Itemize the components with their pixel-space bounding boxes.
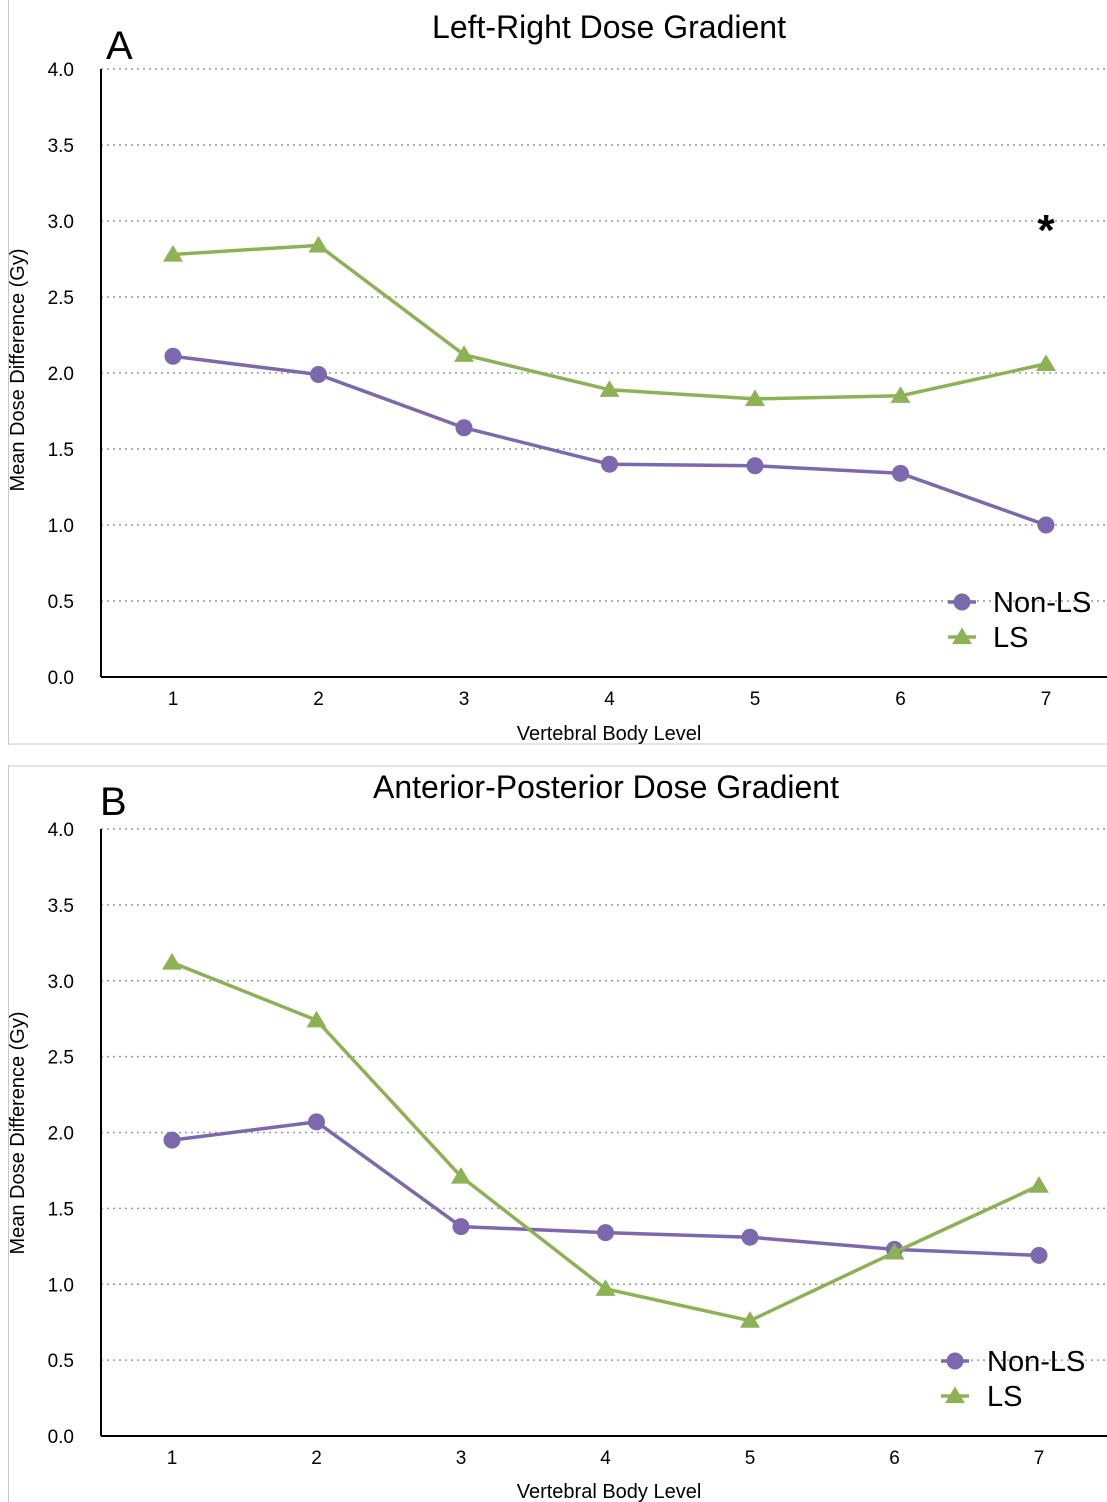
chart-b-svg: 0.0 0.5 1.0 1.5 2.0 2.5 3.0 3.5 4.0 1 2 3 4 5 6 7 Anteri… xyxy=(7,765,1107,1502)
data-point-ls-2 xyxy=(306,1010,327,1028)
y-tick-label: 1.5 xyxy=(48,440,74,461)
data-point-ls-6 xyxy=(890,386,911,403)
x-tick-label: 7 xyxy=(1034,1448,1045,1469)
legend-item-non-ls: Non-LS xyxy=(948,587,1091,619)
legend-item-ls: LS xyxy=(948,622,1028,654)
legend-label: Non-LS xyxy=(987,1346,1085,1378)
data-point-ls-5 xyxy=(745,389,765,406)
x-tick-label: 3 xyxy=(459,689,470,710)
y-axis-label: Mean Dose Difference (Gy) xyxy=(7,1011,29,1254)
y-tick-label: 2.0 xyxy=(48,364,74,385)
data-point-ls-1 xyxy=(163,244,183,262)
data-point-non-ls-5 xyxy=(741,1228,759,1246)
series-ls-line xyxy=(171,960,1040,1323)
panel-label: A xyxy=(106,24,133,68)
data-point-ls-5 xyxy=(740,1311,760,1328)
y-tick-label: 3.0 xyxy=(48,972,74,993)
y-tick-label: 1.5 xyxy=(48,1199,74,1220)
data-point-ls-1 xyxy=(162,953,182,970)
x-tick-label: 5 xyxy=(750,689,761,710)
data-point-non-ls-3 xyxy=(455,419,473,437)
legend-circle-marker xyxy=(953,593,971,611)
series-ls xyxy=(162,953,1049,1328)
series-ls-line xyxy=(172,243,1047,401)
y-tick-label: 1.0 xyxy=(48,1275,74,1296)
data-point-non-ls-3 xyxy=(452,1218,470,1236)
data-point-ls-3 xyxy=(451,1167,471,1184)
y-tick-label: 4.0 xyxy=(48,820,74,841)
data-point-non-ls-4 xyxy=(601,455,618,473)
y-tick-label: 4.0 xyxy=(48,60,74,81)
x-tick-label: 1 xyxy=(168,689,179,710)
y-tick-label: 3.5 xyxy=(48,136,74,157)
x-tick-label: 2 xyxy=(311,1448,322,1469)
y-axis-label: Mean Dose Difference (Gy) xyxy=(7,248,29,491)
data-point-non-ls-5 xyxy=(746,457,764,475)
y-tick-label: 0.0 xyxy=(48,1427,74,1448)
legend-triangle-marker xyxy=(952,627,972,645)
data-point-non-ls-6 xyxy=(892,464,909,482)
data-point-non-ls-2 xyxy=(308,1113,325,1131)
data-point-non-ls-4 xyxy=(597,1224,614,1242)
significance-annotation: * xyxy=(1037,206,1055,255)
y-tick-label: 3.0 xyxy=(48,212,74,233)
legend-item-non-ls: Non-LS xyxy=(941,1346,1085,1378)
y-tick-label: 0.0 xyxy=(48,668,74,689)
y-tick-label: 2.5 xyxy=(48,288,74,309)
x-tick-label: 1 xyxy=(167,1448,178,1469)
y-tick-label: 0.5 xyxy=(48,592,74,613)
x-tick-label: 6 xyxy=(895,689,906,710)
legend-circle-marker xyxy=(946,1352,964,1370)
data-point-ls-4 xyxy=(599,380,620,397)
series-ls xyxy=(163,235,1056,406)
legend-label: LS xyxy=(987,1381,1022,1413)
chart-title: Left-Right Dose Gradient xyxy=(432,9,786,45)
y-tick-label: 3.5 xyxy=(48,896,74,917)
data-point-ls-7 xyxy=(1036,354,1056,372)
data-point-ls-4 xyxy=(595,1279,616,1296)
data-point-ls-6 xyxy=(884,1242,905,1260)
chart-a-svg: 0.0 0.5 1.0 1.5 2.0 2.5 3.0 3.5 4.0 1 2 3 4 5 6 7 Left-R… xyxy=(7,0,1107,745)
legend-label: Non-LS xyxy=(993,587,1091,619)
data-point-non-ls-1 xyxy=(164,347,182,365)
x-tick-label: 4 xyxy=(604,689,615,710)
y-tick-label: 0.5 xyxy=(48,1351,74,1372)
x-tick-label: 2 xyxy=(313,689,324,710)
y-tick-label: 1.0 xyxy=(48,516,74,537)
data-point-non-ls-7 xyxy=(1030,1246,1048,1264)
chart-title: Anterior-Posterior Dose Gradient xyxy=(373,769,839,805)
x-tick-label: 4 xyxy=(600,1448,611,1469)
panel-label: B xyxy=(100,780,127,824)
data-point-ls-2 xyxy=(308,235,329,253)
data-point-non-ls-1 xyxy=(163,1131,181,1149)
data-point-non-ls-2 xyxy=(310,366,327,384)
y-tick-label: 2.5 xyxy=(48,1048,74,1069)
x-tick-label: 7 xyxy=(1041,689,1052,710)
x-tick-label: 6 xyxy=(889,1448,900,1469)
legend-triangle-marker xyxy=(945,1386,965,1404)
x-axis-label: Vertebral Body Level xyxy=(517,1481,702,1502)
data-point-ls-7 xyxy=(1029,1176,1049,1193)
data-point-ls-3 xyxy=(454,345,474,362)
legend-label: LS xyxy=(993,622,1028,654)
chart-panel-a: 0.0 0.5 1.0 1.5 2.0 2.5 3.0 3.5 4.0 1 2 3 4 5 6 7 Left-R… xyxy=(0,0,1107,745)
x-tick-label: 5 xyxy=(745,1448,756,1469)
chart-panel-b: 0.0 0.5 1.0 1.5 2.0 2.5 3.0 3.5 4.0 1 2 3 4 5 6 7 Anteri… xyxy=(0,765,1107,1502)
series-non-ls xyxy=(164,347,1055,534)
y-tick-label: 2.0 xyxy=(48,1124,74,1145)
legend-item-ls: LS xyxy=(941,1381,1022,1413)
x-tick-label: 3 xyxy=(456,1448,467,1469)
data-point-non-ls-7 xyxy=(1037,516,1055,534)
x-axis-label: Vertebral Body Level xyxy=(517,723,702,745)
